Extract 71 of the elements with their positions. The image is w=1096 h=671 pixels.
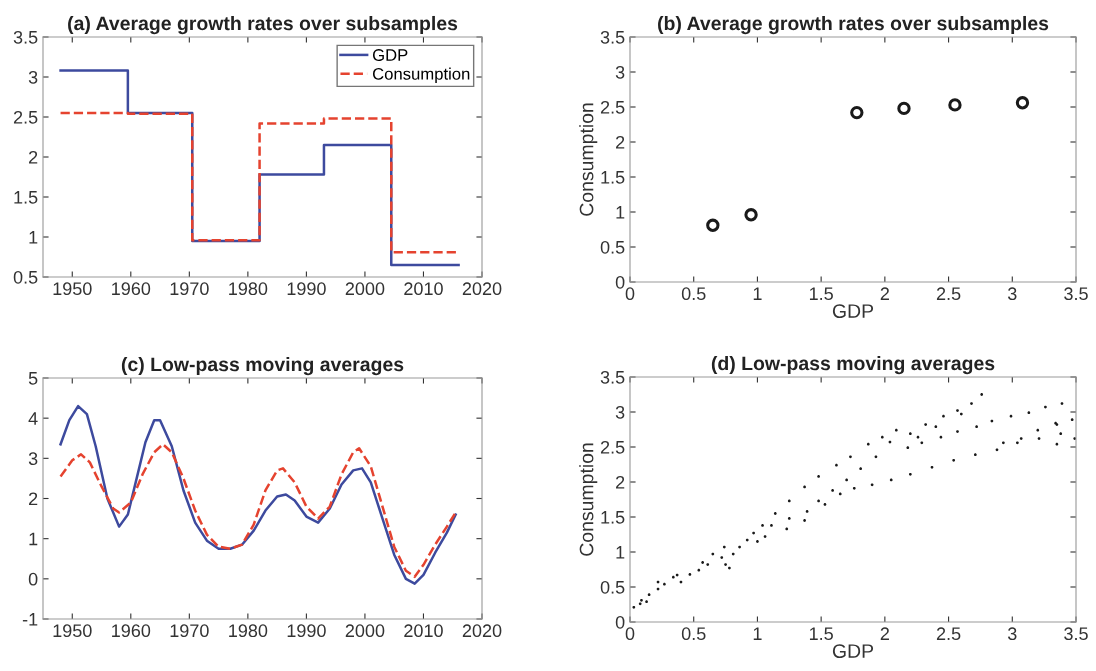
y-tick-label: 0.5 <box>600 580 625 594</box>
y-tick-label: 0.5 <box>13 270 38 284</box>
x-tick-label: 3.5 <box>1064 287 1088 301</box>
y-tick-label: 1.5 <box>14 191 38 204</box>
x-tick-label: 1950 <box>53 282 92 296</box>
x-tick-label: 2 <box>880 627 889 640</box>
x-tick-label: 1950 <box>53 624 92 638</box>
x-tick-label: 0 <box>625 627 635 641</box>
y-tick-label: 3 <box>28 70 38 84</box>
y-tick-label: 2 <box>616 135 625 149</box>
y-tick-label: 3 <box>615 405 625 419</box>
x-tick-label: 2.5 <box>936 287 961 301</box>
x-tick-label: 0.5 <box>681 627 706 641</box>
y-tick-label: 1.5 <box>601 171 625 184</box>
x-tick-label: 2000 <box>345 624 385 638</box>
legend-label: Consumption <box>372 67 470 84</box>
chart-title: (b) Average growth rates over subsamples <box>658 15 1049 35</box>
x-tick-label: 1970 <box>170 282 209 296</box>
y-tick-label: 2.5 <box>600 100 625 114</box>
y-tick-label: 0 <box>28 572 38 586</box>
x-axis-title: GDP <box>832 644 874 658</box>
x-tick-label: 1990 <box>287 624 326 638</box>
y-tick-label: 2 <box>616 475 625 489</box>
y-tick-label: 1 <box>616 546 625 559</box>
x-tick-label: 2020 <box>462 282 502 296</box>
y-tick-label: 5 <box>28 372 38 385</box>
x-tick-label: 0 <box>625 287 635 301</box>
x-tick-label: 1.5 <box>809 287 833 301</box>
x-tick-label: 3 <box>1007 627 1017 641</box>
y-tick-label: 3.5 <box>13 30 38 44</box>
y-tick-label: 3.5 <box>600 30 625 44</box>
chart-title: (c) Low-pass moving averages <box>121 356 404 376</box>
legend-label: GDP <box>372 49 408 61</box>
y-tick-label: 1 <box>29 532 38 546</box>
y-tick-label: 1.5 <box>601 511 625 524</box>
x-tick-label: 2010 <box>404 282 443 296</box>
x-tick-label: 1990 <box>287 282 326 296</box>
x-tick-label: 1960 <box>112 282 151 296</box>
x-tick-label: 1.5 <box>809 627 833 641</box>
x-tick-label: 0.5 <box>681 287 706 301</box>
y-tick-label: 3 <box>28 452 38 466</box>
chart-title: (a) Average growth rates over subsamples <box>68 15 458 35</box>
y-tick-label: 2.5 <box>13 110 38 124</box>
x-tick-label: 3.5 <box>1064 627 1088 641</box>
chart-title: (d) Low-pass moving averages <box>711 355 995 375</box>
x-tick-label: 1970 <box>170 624 209 638</box>
x-tick-label: 2020 <box>462 624 502 638</box>
y-tick-label: 3 <box>615 65 625 79</box>
x-tick-label: 1 <box>753 627 762 640</box>
x-tick-label: 2 <box>880 287 889 300</box>
x-tick-label: 2010 <box>404 624 443 638</box>
y-tick-label: 1 <box>29 231 38 244</box>
x-tick-label: 1980 <box>229 624 268 638</box>
x-tick-label: 2000 <box>345 282 385 296</box>
y-tick-label: 2.5 <box>600 440 625 454</box>
y-axis-title: Consumption <box>579 103 598 216</box>
y-tick-label: 3.5 <box>600 370 625 384</box>
y-tick-label: 1 <box>616 206 625 219</box>
y-tick-label: 0 <box>615 615 625 629</box>
x-tick-label: 1 <box>753 287 762 300</box>
x-tick-label: 3 <box>1007 287 1017 301</box>
y-tick-label: 4 <box>28 412 38 425</box>
x-axis-title: GDP <box>832 304 874 318</box>
x-tick-label: 1980 <box>229 282 268 296</box>
y-tick-label: -1 <box>22 613 38 626</box>
y-axis-title: Consumption <box>579 443 598 556</box>
x-tick-label: 1960 <box>112 624 151 638</box>
y-tick-label: 2 <box>29 150 38 164</box>
x-tick-label: 2.5 <box>936 627 961 641</box>
y-tick-label: 0.5 <box>600 240 625 254</box>
y-tick-label: 2 <box>29 492 38 506</box>
